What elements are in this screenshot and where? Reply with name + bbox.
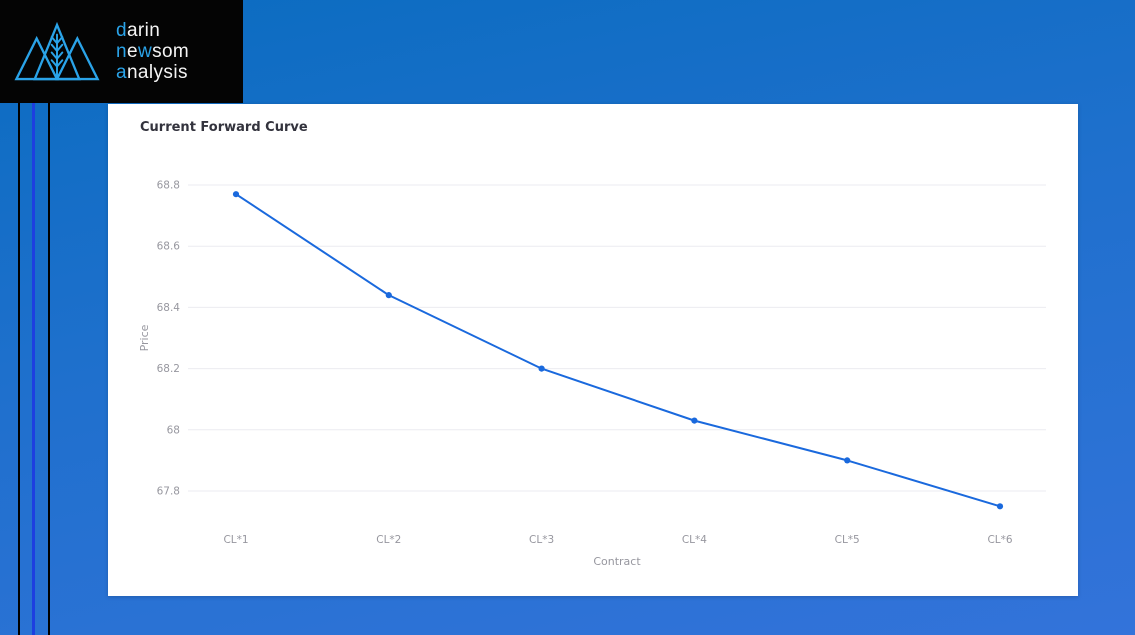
data-point-CL*6[interactable] bbox=[996, 503, 1004, 510]
y-axis-title: Price bbox=[138, 324, 151, 351]
y-tick-label: 68.6 bbox=[157, 241, 181, 253]
data-point-CL*3[interactable] bbox=[538, 365, 545, 372]
x-tick-label: CL*4 bbox=[682, 534, 707, 546]
y-tick-label: 68 bbox=[167, 424, 180, 436]
brand-wordmark: darin newsom analysis bbox=[116, 20, 189, 83]
left-stripe-black-outer bbox=[18, 103, 20, 635]
data-point-CL*1[interactable] bbox=[232, 191, 240, 198]
x-tick-label: CL*6 bbox=[987, 534, 1012, 546]
y-tick-label: 68.4 bbox=[157, 302, 181, 314]
chart-card: Current Forward Curve 68.8 68.6 68.4 68.2 68… bbox=[108, 104, 1078, 596]
x-tick-label: CL*3 bbox=[529, 534, 554, 546]
data-point-CL*4[interactable] bbox=[691, 417, 698, 424]
brand-line-newsom: newsom bbox=[116, 41, 190, 62]
x-axis-title: Contract bbox=[593, 555, 641, 568]
data-point-CL*2[interactable] bbox=[385, 292, 392, 299]
y-tick-label: 67.8 bbox=[157, 486, 180, 498]
left-stripe-black-inner bbox=[48, 103, 50, 635]
forward-curve-chart[interactable]: 68.8 68.6 68.4 68.2 68 67.8 CL*1 CL*2 CL*3 CL*4 CL… bbox=[108, 104, 1078, 596]
left-stripe-blue bbox=[32, 103, 35, 635]
price-line bbox=[235, 193, 1001, 508]
data-point-CL*5[interactable] bbox=[844, 457, 851, 464]
y-tick-label: 68.8 bbox=[157, 180, 180, 192]
brand-line-analysis: analysis bbox=[116, 62, 188, 83]
brand-line-darin: darin bbox=[116, 20, 161, 41]
logo-wheat-stalk bbox=[50, 33, 64, 78]
y-tick-label: 68.2 bbox=[157, 363, 180, 375]
chart-title: Current Forward Curve bbox=[140, 120, 308, 135]
x-tick-label: CL*1 bbox=[223, 534, 248, 546]
x-tick-label: CL*5 bbox=[835, 534, 860, 546]
mountain-wheat-logo-icon bbox=[14, 21, 100, 80]
logo-center-triangle bbox=[33, 21, 81, 80]
x-tick-label: CL*2 bbox=[376, 534, 401, 546]
brand-header: darin newsom analysis bbox=[0, 0, 243, 103]
